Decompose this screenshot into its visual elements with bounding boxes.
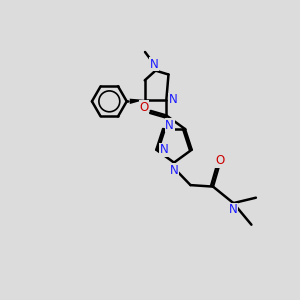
Text: N: N	[165, 119, 174, 132]
Text: O: O	[140, 101, 149, 114]
Text: N: N	[169, 164, 178, 177]
Text: N: N	[169, 93, 177, 106]
Text: O: O	[215, 154, 224, 167]
Text: N: N	[150, 58, 158, 70]
Polygon shape	[130, 99, 145, 104]
Text: N: N	[159, 143, 168, 156]
Text: N: N	[229, 203, 238, 216]
